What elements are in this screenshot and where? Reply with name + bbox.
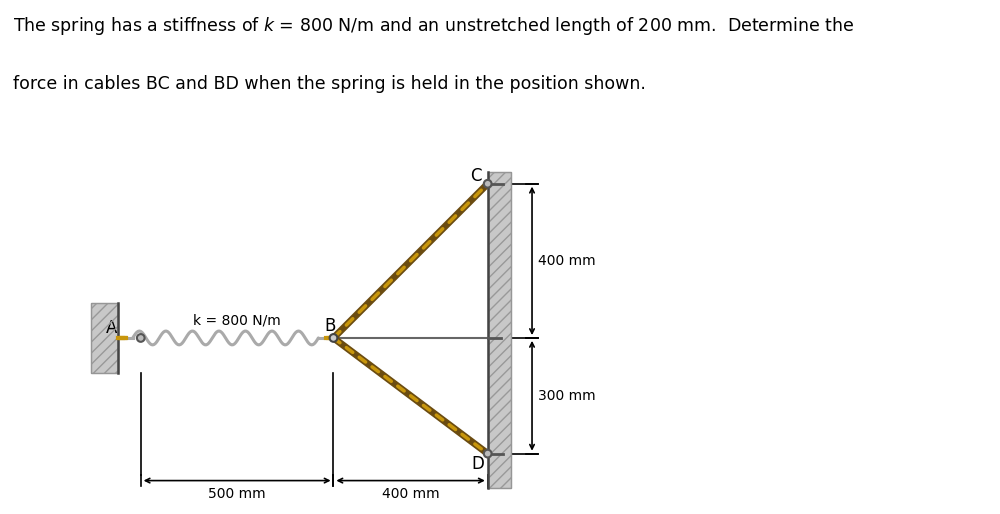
Text: B: B — [324, 317, 335, 336]
Bar — [91, 303, 118, 373]
Text: force in cables BC and BD when the spring is held in the position shown.: force in cables BC and BD when the sprin… — [13, 75, 646, 93]
Circle shape — [137, 334, 145, 342]
Circle shape — [484, 450, 492, 457]
Bar — [488, 172, 511, 488]
Text: 400 mm: 400 mm — [382, 487, 439, 501]
Text: k = 800 N/m: k = 800 N/m — [193, 314, 281, 327]
Text: A: A — [106, 319, 118, 337]
Text: C: C — [470, 167, 482, 185]
Text: D: D — [472, 455, 484, 473]
Circle shape — [330, 334, 337, 342]
Bar — [488, 172, 511, 488]
Text: 500 mm: 500 mm — [208, 487, 266, 501]
Bar — [91, 303, 118, 373]
Text: 400 mm: 400 mm — [538, 254, 595, 268]
Text: 300 mm: 300 mm — [538, 389, 595, 403]
Circle shape — [484, 180, 492, 188]
Text: The spring has a stiffness of $k$ = 800 N/m and an unstretched length of 200 mm.: The spring has a stiffness of $k$ = 800 … — [13, 15, 854, 38]
